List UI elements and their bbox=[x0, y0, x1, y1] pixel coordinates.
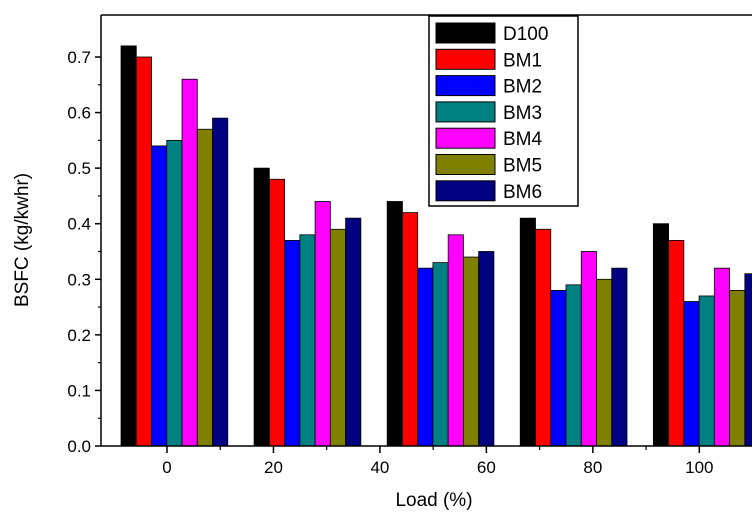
x-axis-title: Load (%) bbox=[395, 490, 472, 511]
bar-bm1-load-100 bbox=[668, 239, 685, 447]
y-tick-label-0.5: 0.5 bbox=[67, 159, 91, 178]
legend-swatch-bm5 bbox=[435, 154, 496, 175]
x-tick-label-20: 20 bbox=[264, 458, 283, 477]
bar-d100-load-25 bbox=[253, 167, 270, 447]
bar-d100-load-100 bbox=[652, 223, 669, 447]
bar-bm4-load-25 bbox=[314, 201, 331, 447]
bar-bm1-load-25 bbox=[268, 178, 286, 447]
legend-label-bm2: BM2 bbox=[503, 77, 542, 98]
ticks-layer: 0.0 0.1 0.2 0.3 0.4 0.5 0.6 0.7 0 20 40 60 80 100 bbox=[67, 48, 713, 477]
bar-bm6-load-0 bbox=[212, 117, 229, 447]
bar-bm3-load-75 bbox=[565, 284, 582, 447]
bar-bm5-load-75 bbox=[596, 278, 613, 447]
bar-bm2-load-75 bbox=[550, 289, 567, 447]
bar-bm3-load-0 bbox=[166, 139, 183, 447]
bar-bm5-load-50 bbox=[463, 256, 480, 447]
bar-bm4-load-100 bbox=[713, 267, 730, 447]
legend-swatch-bm3 bbox=[435, 101, 496, 123]
bar-d100-load-75 bbox=[519, 217, 536, 447]
y-tick-label-0.3: 0.3 bbox=[67, 270, 91, 289]
legend: D100 BM1 BM2 BM3 BM4 BM5 BM6 bbox=[428, 15, 579, 207]
bar-bm3-load-100 bbox=[698, 295, 715, 447]
x-tick-label-0: 0 bbox=[162, 458, 171, 477]
legend-swatch-bm4 bbox=[435, 127, 496, 149]
x-tick-label-40: 40 bbox=[370, 458, 389, 477]
bar-bm1-load-50 bbox=[402, 212, 419, 447]
bar-bm1-load-75 bbox=[535, 228, 552, 447]
bar-bm3-load-50 bbox=[432, 262, 449, 447]
y-tick-label-0.4: 0.4 bbox=[67, 215, 91, 234]
y-tick-label-0.2: 0.2 bbox=[67, 326, 91, 345]
bar-bm6-load-25 bbox=[345, 217, 362, 447]
y-tick-label-0.6: 0.6 bbox=[67, 104, 91, 123]
legend-label-bm5: BM5 bbox=[503, 156, 542, 177]
bar-bm2-load-100 bbox=[683, 301, 700, 447]
bar-bm4-load-50 bbox=[447, 234, 464, 447]
legend-label-bm3: BM3 bbox=[503, 103, 542, 124]
bars-layer bbox=[120, 45, 752, 447]
bar-bm5-load-100 bbox=[729, 289, 746, 447]
bar-bm6-load-75 bbox=[611, 267, 628, 447]
axes-layer bbox=[100, 14, 752, 447]
bar-d100-load-50 bbox=[386, 201, 403, 447]
x-tick-label-100: 100 bbox=[685, 458, 713, 477]
y-tick-label-0.1: 0.1 bbox=[67, 381, 91, 400]
bar-bm6-load-100 bbox=[744, 273, 752, 447]
bar-bm3-load-25 bbox=[299, 234, 316, 447]
y-tick-label-0.7: 0.7 bbox=[67, 48, 91, 67]
y-axis-title: BSFC (kg/kwhr) bbox=[12, 173, 33, 307]
legend-swatch-d100 bbox=[435, 22, 496, 44]
bar-bm5-load-0 bbox=[196, 128, 213, 447]
x-tick-label-60: 60 bbox=[477, 458, 496, 477]
bar-bm2-load-50 bbox=[417, 267, 434, 447]
bar-bm2-load-25 bbox=[284, 239, 301, 447]
x-tick-label-80: 80 bbox=[583, 458, 602, 477]
y-tick-label-0.0: 0.0 bbox=[67, 437, 91, 456]
bar-bm6-load-50 bbox=[478, 251, 495, 447]
bar-bm5-load-25 bbox=[329, 228, 347, 447]
legend-label-d100: D100 bbox=[503, 24, 548, 45]
legend-label-bm1: BM1 bbox=[503, 50, 542, 71]
legend-swatch-bm2 bbox=[435, 75, 496, 97]
bar-bm2-load-0 bbox=[151, 145, 168, 447]
bar-d100-load-0 bbox=[120, 45, 137, 447]
legend-swatch-bm1 bbox=[435, 48, 496, 70]
bar-bm4-load-0 bbox=[181, 78, 198, 447]
bar-bm1-load-0 bbox=[135, 56, 152, 447]
legend-label-bm4: BM4 bbox=[503, 129, 543, 150]
legend-label-bm6: BM6 bbox=[503, 182, 542, 203]
bar-bm4-load-75 bbox=[580, 251, 597, 447]
legend-swatch-bm6 bbox=[435, 180, 496, 202]
